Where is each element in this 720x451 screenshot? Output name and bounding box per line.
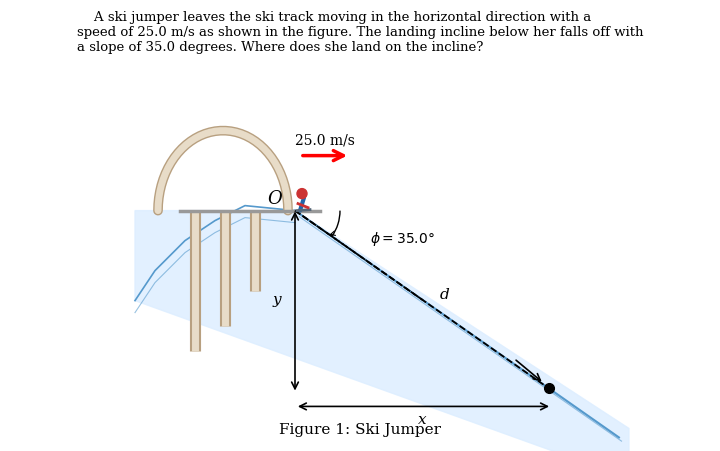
Text: Figure 1: Ski Jumper: Figure 1: Ski Jumper — [279, 423, 441, 437]
Text: 25.0 m/s: 25.0 m/s — [295, 133, 355, 147]
Text: $\phi = 35.0°$: $\phi = 35.0°$ — [370, 230, 435, 248]
Text: O: O — [268, 189, 282, 207]
Text: A ski jumper leaves the ski track moving in the horizontal direction with a
spee: A ski jumper leaves the ski track moving… — [77, 11, 643, 54]
Text: x: x — [418, 414, 426, 428]
Polygon shape — [135, 211, 629, 451]
Text: d: d — [440, 288, 450, 302]
Text: y: y — [273, 293, 282, 307]
Circle shape — [297, 189, 307, 198]
